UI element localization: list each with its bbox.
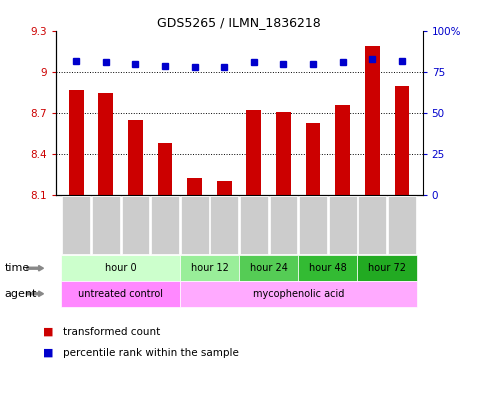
Text: GSM1133731: GSM1133731 xyxy=(338,200,347,250)
Bar xyxy=(276,112,291,195)
Bar xyxy=(128,120,143,195)
Bar xyxy=(157,143,172,195)
Text: hour 0: hour 0 xyxy=(105,263,137,273)
Text: GSM1133724: GSM1133724 xyxy=(131,200,140,250)
Bar xyxy=(99,93,114,195)
Text: ■: ■ xyxy=(43,347,54,358)
Bar xyxy=(187,178,202,195)
Bar xyxy=(69,90,84,195)
Text: GSM1133725: GSM1133725 xyxy=(160,200,170,250)
Text: GSM1133728: GSM1133728 xyxy=(249,200,258,250)
Text: transformed count: transformed count xyxy=(63,327,160,337)
Text: GSM1133732: GSM1133732 xyxy=(368,200,377,250)
Text: ■: ■ xyxy=(43,327,54,337)
Text: GSM1133722: GSM1133722 xyxy=(72,200,81,250)
Text: GSM1133726: GSM1133726 xyxy=(190,200,199,250)
Text: agent: agent xyxy=(5,289,37,299)
Bar xyxy=(395,86,409,195)
Text: GSM1133730: GSM1133730 xyxy=(309,199,318,251)
Text: time: time xyxy=(5,263,30,273)
Text: percentile rank within the sample: percentile rank within the sample xyxy=(63,347,239,358)
Text: hour 12: hour 12 xyxy=(191,263,228,273)
Text: hour 24: hour 24 xyxy=(250,263,287,273)
Text: untreated control: untreated control xyxy=(78,289,163,299)
Text: hour 48: hour 48 xyxy=(309,263,347,273)
Text: GSM1133733: GSM1133733 xyxy=(398,199,406,251)
Text: GSM1133723: GSM1133723 xyxy=(101,200,111,250)
Text: hour 72: hour 72 xyxy=(368,263,406,273)
Text: GSM1133727: GSM1133727 xyxy=(220,200,229,250)
Text: GSM1133729: GSM1133729 xyxy=(279,200,288,250)
Bar xyxy=(335,105,350,195)
Bar xyxy=(217,181,232,195)
Bar xyxy=(306,123,321,195)
Bar xyxy=(365,46,380,195)
Text: mycophenolic acid: mycophenolic acid xyxy=(253,289,344,299)
Title: GDS5265 / ILMN_1836218: GDS5265 / ILMN_1836218 xyxy=(157,16,321,29)
Bar xyxy=(246,110,261,195)
